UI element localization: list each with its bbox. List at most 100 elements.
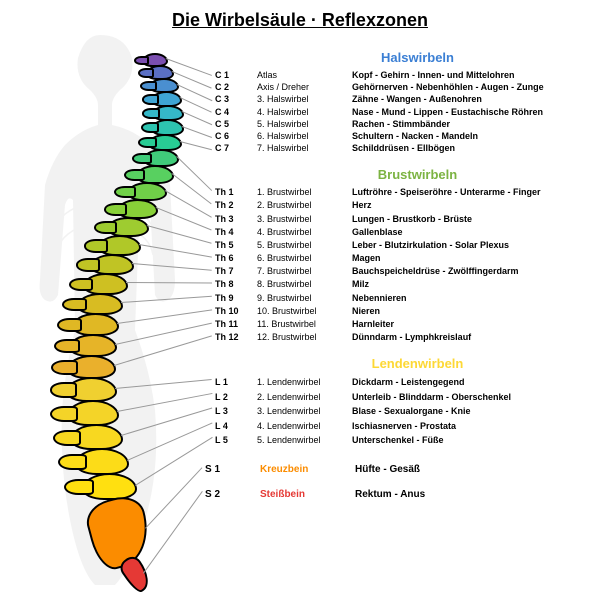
- vertebra-process: [84, 239, 108, 252]
- vertebra-name: 10. Brustwirbel: [257, 307, 352, 316]
- vertebra-row: L 33. LendenwirbelBlase - Sexualorgane -…: [185, 404, 590, 419]
- chart-title: Die Wirbelsäule · Reflexzonen: [0, 10, 600, 31]
- vertebra-desc: Harnleiter: [352, 320, 590, 329]
- vertebra-row: Th 55. BrustwirbelLeber - Blutzirkulatio…: [185, 239, 590, 252]
- sacrum-row: S 1KreuzbeinHüfte - Gesäß: [185, 464, 590, 475]
- vertebra-desc: Gehörnerven - Nebenhöhlen - Augen - Zung…: [352, 83, 590, 92]
- vertebra-desc: Leber - Blutzirkulation - Solar Plexus: [352, 241, 590, 250]
- vertebra-process: [138, 68, 154, 78]
- vertebra-desc: Unterschenkel - Füße: [352, 436, 590, 445]
- vertebra-desc: Dickdarm - Leistengegend: [352, 378, 590, 387]
- vertebra-row: Th 33. BrustwirbelLungen - Brustkorb - B…: [185, 212, 590, 225]
- data-sections: Halswirbeln C 1AtlasKopf - Gehirn - Innen…: [185, 50, 590, 500]
- vertebra-name: Axis / Dreher: [257, 83, 352, 92]
- sacrum-desc: Hüfte - Gesäß: [355, 464, 590, 475]
- vertebra-desc: Zähne - Wangen - Außenohren: [352, 95, 590, 104]
- vertebra-row: Th 1010. BrustwirbelNieren: [185, 305, 590, 318]
- vertebra-code: Th 4: [185, 228, 257, 237]
- vertebra-desc: Rachen - Stimmbänder: [352, 120, 590, 129]
- vertebra-desc: Nieren: [352, 307, 590, 316]
- vertebra-row: C 33. HalswirbelZähne - Wangen - Außenoh…: [185, 94, 590, 106]
- vertebra-desc: Magen: [352, 254, 590, 263]
- vertebra-row: Th 77. BrustwirbelBauchspeicheldrüse - Z…: [185, 265, 590, 278]
- vertebra-row: Th 44. BrustwirbelGallenblase: [185, 226, 590, 239]
- coccyx-name: Steißbein: [260, 489, 355, 500]
- vertebra-process: [94, 221, 117, 234]
- vertebra-name: 12. Brustwirbel: [257, 333, 352, 342]
- vertebra-name: 8. Brustwirbel: [257, 280, 352, 289]
- vertebra-row: C 2Axis / DreherGehörnerven - Nebenhöhle…: [185, 81, 590, 93]
- section-header: Brustwirbeln: [185, 167, 590, 182]
- vertebra-name: 2. Lendenwirbel: [257, 393, 352, 402]
- coccyx-row: S 2SteißbeinRektum - Anus: [185, 489, 590, 500]
- vertebra-desc: Schilddrüsen - Ellbögen: [352, 144, 590, 153]
- vertebra-desc: Bauchspeicheldrüse - Zwölffingerdarm: [352, 267, 590, 276]
- vertebra-process: [141, 122, 160, 133]
- vertebra-name: 5. Lendenwirbel: [257, 436, 352, 445]
- section-header: Lendenwirbeln: [185, 356, 590, 371]
- vertebra-process: [76, 258, 100, 271]
- vertebra-name: 4. Lendenwirbel: [257, 422, 352, 431]
- vertebra-name: 6. Halswirbel: [257, 132, 352, 141]
- vertebra-row: C 66. HalswirbelSchultern - Nacken - Man…: [185, 130, 590, 142]
- vertebra-row: Th 22. BrustwirbelHerz: [185, 199, 590, 212]
- vertebra-name: 9. Brustwirbel: [257, 294, 352, 303]
- vertebra-desc: Schultern - Nacken - Mandeln: [352, 132, 590, 141]
- vertebra-code: Th 5: [185, 241, 257, 250]
- vertebra-desc: Gallenblase: [352, 228, 590, 237]
- vertebra-desc: Kopf - Gehirn - Innen- und Mittelohren: [352, 71, 590, 80]
- vertebra-row: C 44. HalswirbelNase - Mund - Lippen - E…: [185, 106, 590, 118]
- vertebra-desc: Lungen - Brustkorb - Brüste: [352, 215, 590, 224]
- vertebra-process: [53, 430, 82, 446]
- vertebra-process: [142, 108, 160, 119]
- vertebra-name: 3. Lendenwirbel: [257, 407, 352, 416]
- vertebra-code: C 6: [185, 132, 257, 141]
- vertebra-process: [51, 360, 78, 375]
- vertebra-name: 3. Halswirbel: [257, 95, 352, 104]
- vertebra-code: C 2: [185, 83, 257, 92]
- vertebra-row: Th 1212. BrustwirbelDünndarm - Lymphkrei…: [185, 331, 590, 344]
- vertebra-row: L 22. LendenwirbelUnterleib - Blinddarm …: [185, 390, 590, 405]
- vertebra-name: 1. Brustwirbel: [257, 188, 352, 197]
- vertebra-row: C 77. HalswirbelSchilddrüsen - Ellbögen: [185, 143, 590, 155]
- vertebra-row: Th 11. BrustwirbelLuftröhre - Speiseröhr…: [185, 186, 590, 199]
- vertebra-desc: Dünndarm - Lymphkreislauf: [352, 333, 590, 342]
- vertebra-name: 5. Halswirbel: [257, 120, 352, 129]
- vertebra-name: 4. Brustwirbel: [257, 228, 352, 237]
- vertebra-name: 11. Brustwirbel: [257, 320, 352, 329]
- vertebra-process: [54, 339, 80, 353]
- vertebra-code: C 4: [185, 108, 257, 117]
- vertebra-name: 3. Brustwirbel: [257, 215, 352, 224]
- vertebra-name: 6. Brustwirbel: [257, 254, 352, 263]
- vertebra-code: C 5: [185, 120, 257, 129]
- vertebra-row: Th 99. BrustwirbelNebennieren: [185, 292, 590, 305]
- vertebra-desc: Milz: [352, 280, 590, 289]
- vertebra-row: Th 1111. BrustwirbelHarnleiter: [185, 318, 590, 331]
- vertebra-process: [50, 406, 78, 422]
- vertebra-code: Th 11: [185, 320, 257, 329]
- vertebra-desc: Nase - Mund - Lippen - Eustachische Röhr…: [352, 108, 590, 117]
- vertebra-row: C 1AtlasKopf - Gehirn - Innen- und Mitte…: [185, 69, 590, 81]
- vertebra-name: Atlas: [257, 71, 352, 80]
- vertebra-process: [69, 278, 94, 292]
- coccyx-desc: Rektum - Anus: [355, 489, 590, 500]
- vertebra-code: Th 9: [185, 294, 257, 303]
- vertebra-process: [57, 318, 83, 332]
- vertebra-desc: Herz: [352, 201, 590, 210]
- vertebra-process: [114, 186, 136, 198]
- vertebra-desc: Nebennieren: [352, 294, 590, 303]
- vertebra-desc: Luftröhre - Speiseröhre - Unterarme - Fi…: [352, 188, 590, 197]
- vertebra-desc: Ischiasnerven - Prostata: [352, 422, 590, 431]
- vertebra-name: 7. Halswirbel: [257, 144, 352, 153]
- vertebra-process: [58, 454, 87, 471]
- vertebra-process: [134, 56, 149, 66]
- vertebra-code: Th 6: [185, 254, 257, 263]
- vertebra-name: 1. Lendenwirbel: [257, 378, 352, 387]
- spine-diagram: [20, 48, 200, 593]
- vertebra-process: [138, 137, 157, 148]
- vertebra-row: Th 66. BrustwirbelMagen: [185, 252, 590, 265]
- vertebra-name: 2. Brustwirbel: [257, 201, 352, 210]
- vertebra-process: [124, 169, 145, 181]
- section-header: Halswirbeln: [185, 50, 590, 65]
- vertebra-row: L 44. LendenwirbelIschiasnerven - Prosta…: [185, 419, 590, 434]
